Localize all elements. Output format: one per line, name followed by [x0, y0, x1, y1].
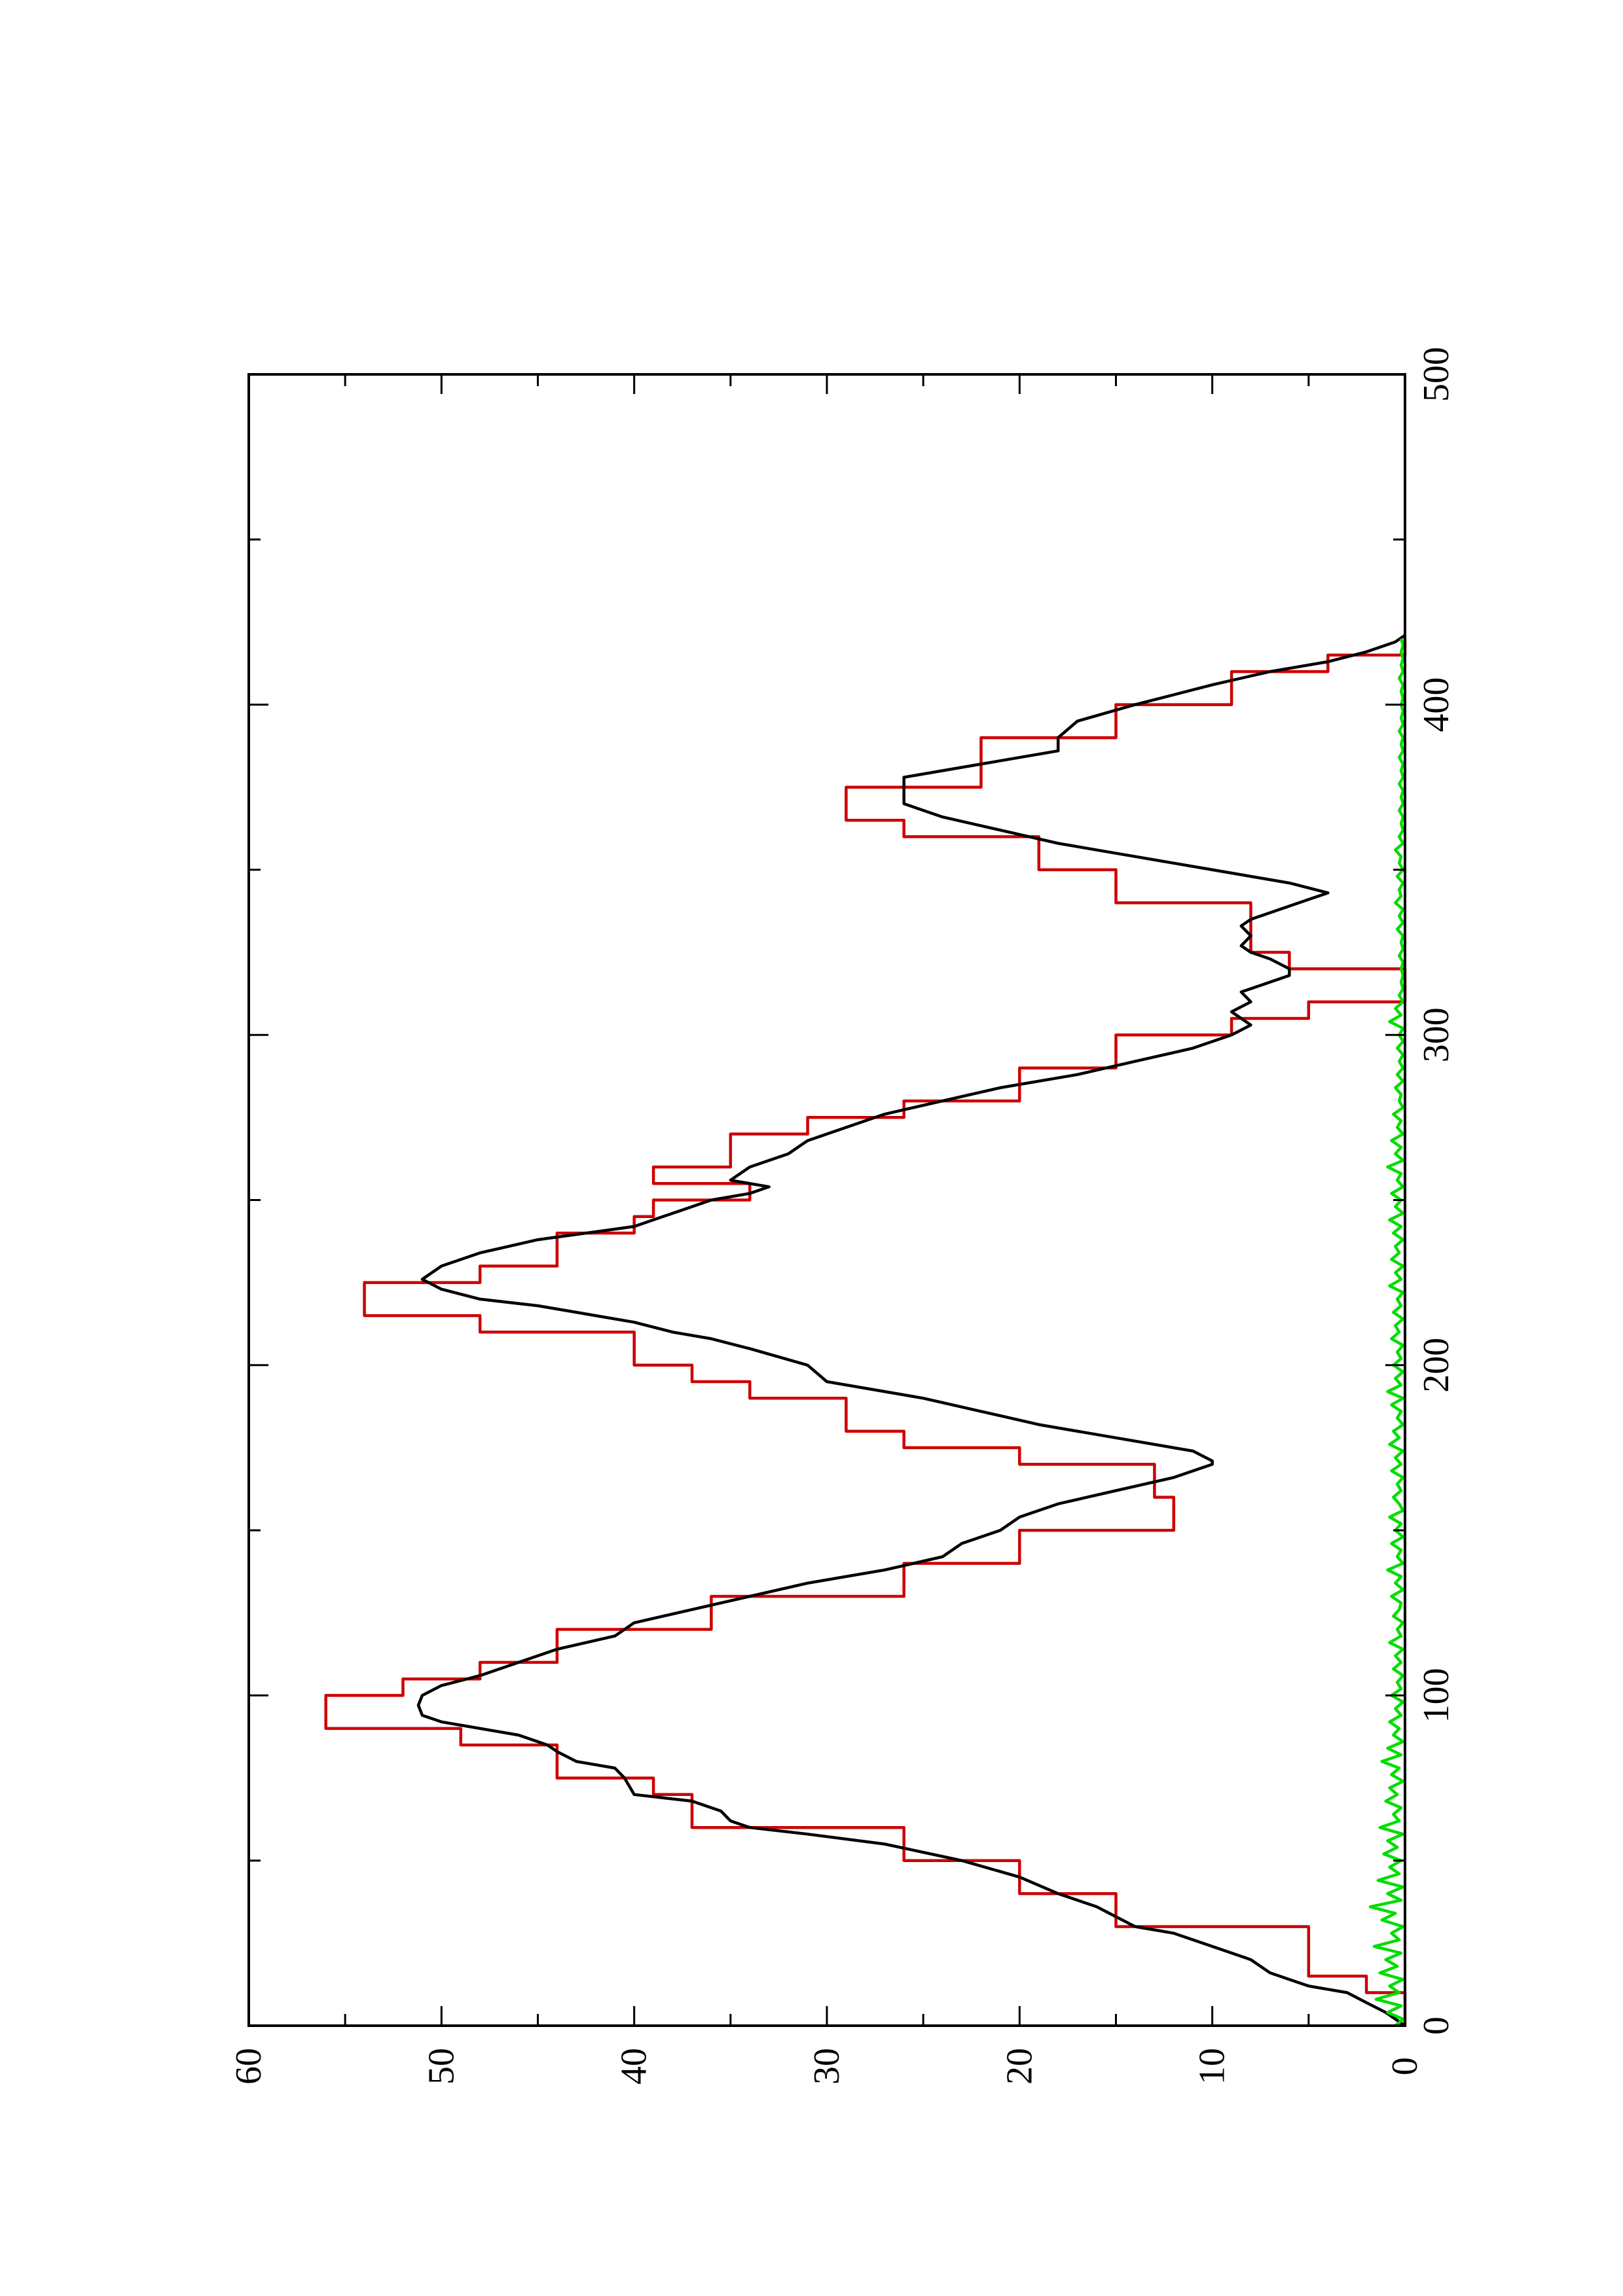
x-tick-label: 400	[1416, 677, 1457, 732]
y-tick-label: 0	[1385, 2057, 1425, 2075]
series-line-3	[1368, 638, 1405, 2027]
plot-frame	[247, 373, 1406, 2027]
x-tick-label: 500	[1416, 347, 1457, 402]
tick-label-layer: 0 100 200 300 400 500 0 10 20 30 40 50 60	[228, 347, 1457, 2085]
x-tick-label: 0	[1416, 2017, 1457, 2035]
x-tick-label: 200	[1416, 1338, 1457, 1393]
x-tick-label: 100	[1416, 1668, 1457, 1723]
y-tick-label: 40	[614, 2048, 655, 2085]
series-line-1	[324, 638, 1407, 2026]
x-tick-label: 300	[1416, 1007, 1457, 1062]
y-tick-label: 20	[999, 2048, 1040, 2085]
y-tick-label: 60	[228, 2048, 269, 2085]
y-tick-label: 50	[421, 2048, 462, 2085]
series-layer	[324, 634, 1407, 2027]
tick-layer	[247, 373, 1406, 2027]
y-tick-label: 10	[1192, 2048, 1233, 2085]
y-tick-label: 30	[807, 2048, 847, 2085]
series-line-2	[416, 634, 1406, 2027]
